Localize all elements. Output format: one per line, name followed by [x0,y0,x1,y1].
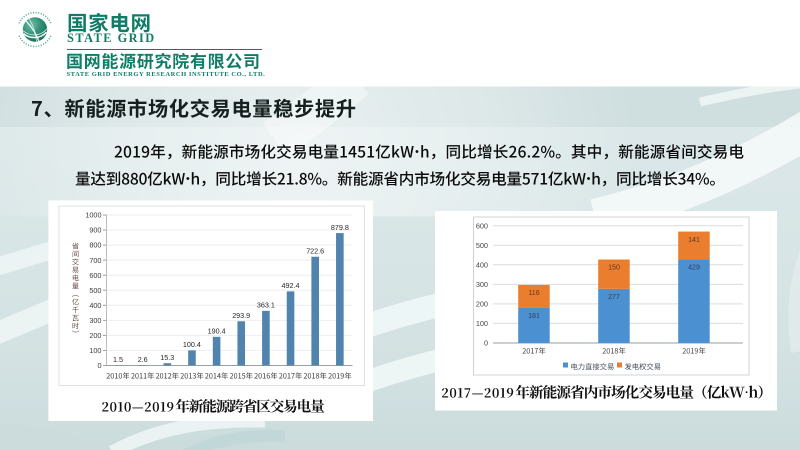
svg-text:150: 150 [608,264,620,272]
svg-text:500: 500 [476,241,488,250]
svg-text:300: 300 [89,316,101,325]
svg-text:116: 116 [528,289,539,297]
svg-text:700: 700 [89,256,101,265]
svg-text:600: 600 [476,221,488,230]
svg-text:200: 200 [476,300,488,309]
svg-text:400: 400 [476,260,488,269]
svg-text:2.6: 2.6 [138,355,148,364]
svg-text:181: 181 [528,312,540,320]
svg-text:200: 200 [89,331,101,340]
svg-text:15.3: 15.3 [160,353,174,362]
svg-text:400: 400 [89,301,101,310]
svg-text:500: 500 [89,286,101,295]
svg-text:429: 429 [688,263,700,271]
svg-text:100: 100 [476,319,488,328]
svg-text:100: 100 [89,346,101,355]
svg-text:722.6: 722.6 [306,247,324,256]
svg-text:900: 900 [89,226,101,235]
svg-text:1000: 1000 [85,211,101,220]
svg-text:879.8: 879.8 [331,223,349,232]
svg-text:600: 600 [89,271,101,280]
svg-text:190.4: 190.4 [208,327,226,336]
svg-text:492.4: 492.4 [282,281,300,290]
svg-text:800: 800 [89,241,101,250]
svg-text:141: 141 [688,236,700,244]
svg-text:100.4: 100.4 [183,340,201,349]
svg-text:277: 277 [608,293,620,301]
svg-text:1.5: 1.5 [113,355,123,364]
svg-text:300: 300 [476,280,488,289]
svg-text:0: 0 [97,361,101,370]
svg-text:293.9: 293.9 [232,311,250,320]
svg-text:363.1: 363.1 [257,301,275,310]
svg-text:0: 0 [484,339,488,348]
